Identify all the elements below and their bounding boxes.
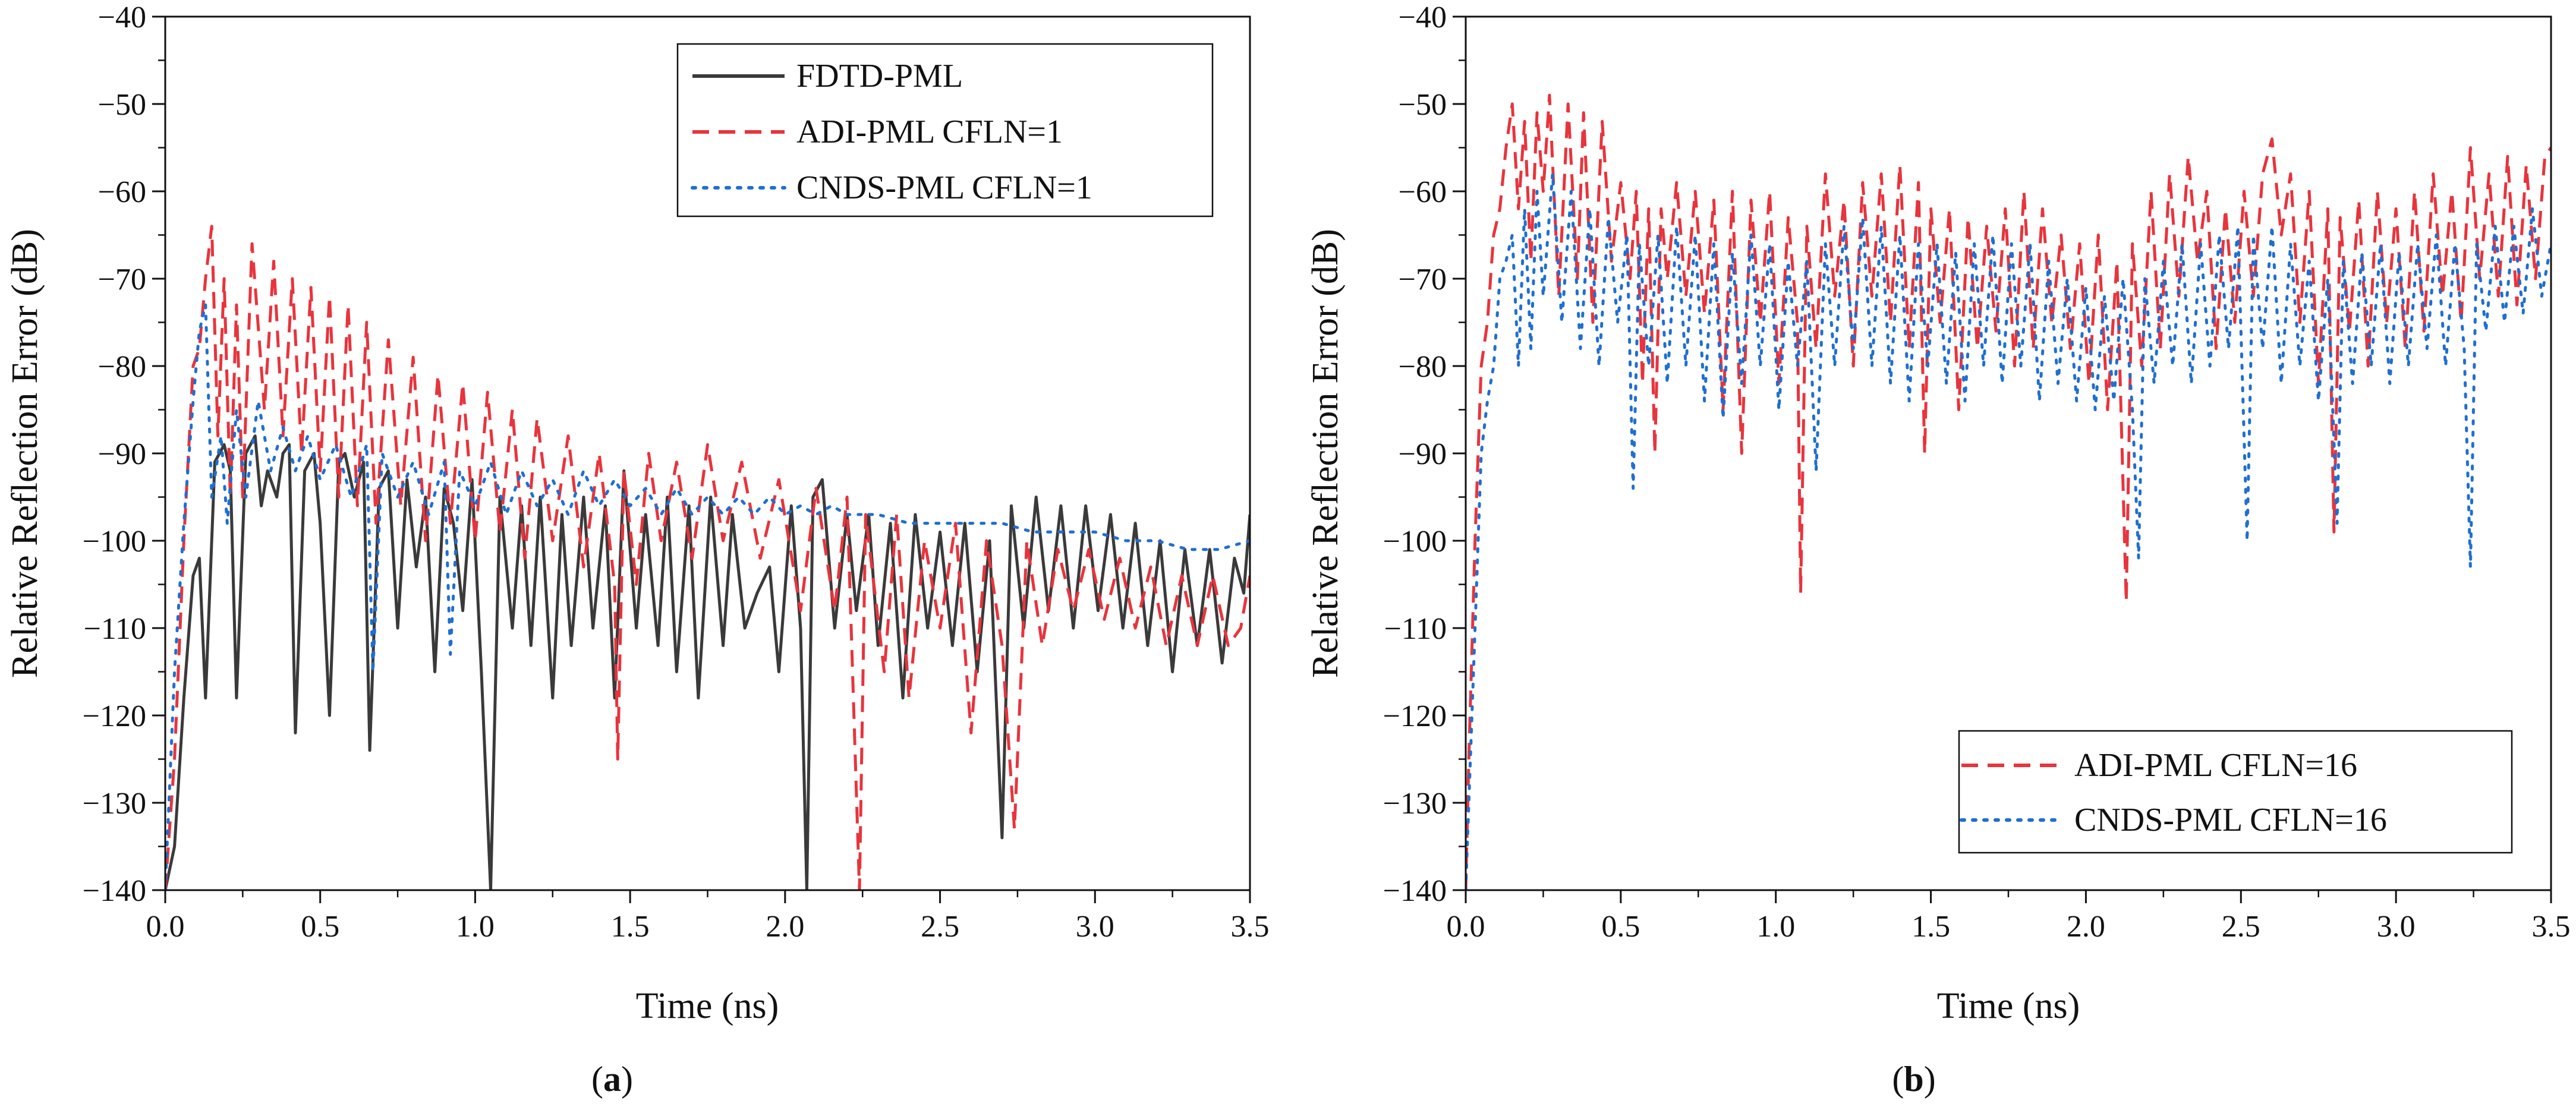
y-tick-label-a: −130 — [83, 787, 146, 821]
x-tick-label-a: 1.5 — [611, 910, 650, 944]
axes-b: 0.0 0.5 1.0 1.5 2.0 2.5 3.0 3.5 −40 −50 −60 −70 −80 −… — [1383, 1, 2571, 944]
x-tick-label-a: 3.5 — [1231, 910, 1270, 944]
x-tick-label-b: 2.5 — [2222, 910, 2260, 944]
axes-a: 0.0 0.5 1.0 1.5 2.0 2.5 3.0 3.5 −40 −50 −60 −70 −80 −… — [83, 1, 1270, 944]
y-tick-label-b: −110 — [1384, 612, 1447, 646]
legend-b: ADI-PML CFLN=16 CNDS-PML CFLN=16 — [1958, 730, 2513, 854]
x-tick-label-a: 1.0 — [456, 910, 495, 944]
y-tick-label-a: −80 — [98, 350, 146, 384]
chart-panel-a: 0.0 0.5 1.0 1.5 2.0 2.5 3.0 3.5 −40 −50 −60 −70 −80 −… — [5, 1, 1270, 1026]
x-tick-label-a: 3.0 — [1076, 910, 1114, 944]
plot-area-b — [1466, 93, 2551, 890]
x-tick-label-b: 2.0 — [2067, 910, 2105, 944]
x-tick-label-b: 3.5 — [2532, 910, 2571, 944]
caption-b: (b) — [1892, 1059, 1935, 1099]
chart-panel-b: 0.0 0.5 1.0 1.5 2.0 2.5 3.0 3.5 −40 −50 −60 −70 −80 −… — [1305, 1, 2571, 1026]
y-tick-label-a: −140 — [83, 874, 146, 908]
y-tick-label-a: −120 — [83, 699, 146, 733]
x-tick-label-a: 2.5 — [921, 910, 959, 944]
legend-a: FDTD-PML ADI-PML CFLN=1 CNDS-PML CFLN=1 — [676, 43, 1214, 217]
caption-a-label: a — [603, 1059, 621, 1099]
caption-a-close: ) — [621, 1059, 633, 1099]
x-tick-label-a: 0.0 — [146, 910, 185, 944]
y-tick-label-b: −120 — [1383, 699, 1447, 733]
y-tick-label-b: −140 — [1383, 874, 1447, 908]
caption-b-label: b — [1904, 1059, 1923, 1099]
y-tick-label-a: −110 — [84, 612, 146, 646]
y-tick-label-a: −40 — [98, 1, 146, 34]
y-tick-label-b: −80 — [1399, 350, 1447, 384]
y-tick-label-b: −90 — [1399, 437, 1447, 471]
series-line-a-2 — [165, 303, 1250, 890]
y-tick-label-b: −50 — [1399, 88, 1447, 122]
y-tick-label-a: −70 — [98, 263, 146, 297]
x-tick-label-b: 1.5 — [1911, 910, 1950, 944]
y-axis-label-b: Relative Reflection Error (dB) — [1305, 229, 1346, 678]
caption-b-open: ( — [1892, 1059, 1904, 1099]
legend-label-cnds-16: CNDS-PML CFLN=16 — [2074, 802, 2387, 838]
x-tick-label-a: 2.0 — [766, 910, 804, 944]
legend-label-adi-16: ADI-PML CFLN=16 — [2074, 747, 2357, 784]
x-axis-label-b: Time (ns) — [1937, 986, 2080, 1026]
y-tick-label-b: −40 — [1399, 1, 1447, 34]
caption-a-open: ( — [591, 1059, 603, 1099]
y-tick-label-a: −50 — [98, 88, 146, 122]
legend-label-adi-1: ADI-PML CFLN=1 — [796, 113, 1063, 150]
x-tick-label-b: 0.5 — [1601, 910, 1640, 944]
plot-area-a — [165, 225, 1250, 890]
legend-label-fdtd: FDTD-PML — [796, 58, 963, 94]
series-line-b-1 — [1466, 172, 2551, 890]
legend-box-a — [676, 43, 1214, 217]
y-tick-label-b: −70 — [1399, 263, 1447, 297]
y-tick-label-a: −60 — [98, 175, 146, 209]
y-tick-label-b: −60 — [1399, 175, 1447, 209]
x-tick-label-b: 0.0 — [1447, 910, 1485, 944]
caption-a: (a) — [591, 1059, 633, 1099]
x-tick-label-a: 0.5 — [301, 910, 339, 944]
x-tick-label-b: 3.0 — [2377, 910, 2416, 944]
y-tick-label-b: −100 — [1383, 525, 1447, 559]
x-axis-label-a: Time (ns) — [636, 986, 779, 1026]
series-line-b-0 — [1466, 93, 2551, 890]
series-line-a-0 — [165, 434, 1250, 890]
x-tick-label-b: 1.0 — [1756, 910, 1795, 944]
y-tick-label-a: −90 — [98, 437, 146, 471]
legend-box-b — [1958, 730, 2513, 854]
legend-label-cnds-1: CNDS-PML CFLN=1 — [796, 169, 1092, 206]
series-line-a-1 — [165, 225, 1250, 890]
y-axis-label-a: Relative Reflection Error (dB) — [5, 229, 45, 678]
y-tick-label-a: −100 — [83, 525, 146, 559]
y-tick-label-b: −130 — [1383, 787, 1447, 821]
caption-b-close: ) — [1924, 1059, 1936, 1099]
